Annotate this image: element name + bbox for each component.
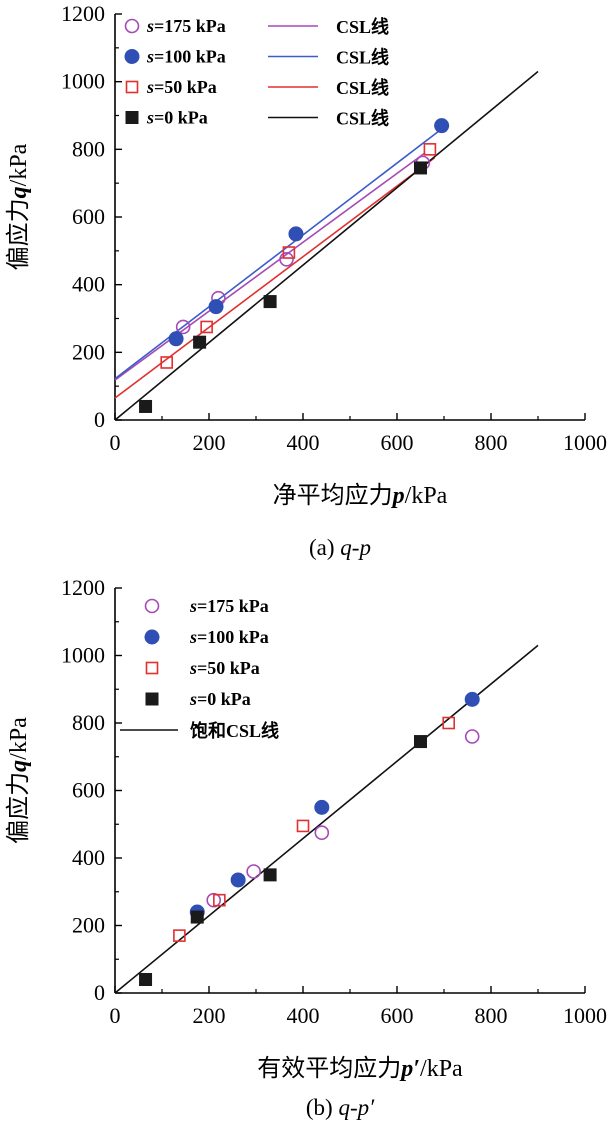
y-tick-label: 1200: [61, 575, 105, 600]
y-tick-label: 1000: [61, 643, 105, 668]
legend-marker: [124, 49, 140, 64]
data-point: [168, 331, 184, 347]
x-tick-label: 1000: [563, 430, 607, 455]
data-point: [230, 872, 246, 888]
x-tick-label: 1000: [563, 1003, 607, 1028]
data-point: [314, 825, 330, 840]
data-point: [175, 319, 191, 335]
data-point: [296, 819, 310, 833]
x-tick-label: 800: [475, 430, 508, 455]
data-point: [414, 161, 427, 175]
data-point: [246, 864, 261, 879]
csl-line-2: [114, 157, 436, 399]
legend-marker: [144, 629, 160, 645]
data-point: [206, 892, 221, 908]
data-point: [139, 973, 153, 986]
x-tick-label: 0: [110, 430, 121, 455]
data-point: [190, 910, 204, 924]
y-tick-label: 800: [72, 710, 105, 735]
legend-marker: [125, 80, 139, 94]
legend-label: 饱和CSL线: [190, 720, 279, 741]
data-point: [279, 251, 294, 267]
x-tick-label: 600: [381, 1003, 414, 1028]
legend-label: s=175 kPa: [189, 596, 269, 616]
legend-label: s=50 kPa: [189, 658, 260, 678]
legend-label: s=0 kPa: [146, 108, 208, 128]
y-tick-label: 1200: [61, 1, 105, 26]
data-point: [193, 335, 207, 349]
legend-marker: [125, 111, 139, 124]
x-axis-title: 净平均应力p/kPa: [273, 482, 448, 509]
data-point: [200, 320, 213, 334]
data-point: [434, 118, 450, 134]
legend-label: s=100 kPa: [189, 627, 269, 647]
legend-marker: [145, 692, 159, 706]
chart-panel-b: 0 200 400 600 800 1000 1200 0 200 400 600 800 1000 有效…: [5, 575, 607, 1120]
data-point: [263, 868, 277, 882]
x-tick-label: 200: [193, 430, 226, 455]
legend-label: s=50 kPa: [146, 77, 217, 97]
legend-label: CSL线: [336, 47, 389, 68]
data-point: [423, 143, 437, 156]
data-point: [213, 893, 226, 907]
x-tick-label: 0: [110, 1003, 121, 1028]
data-point: [139, 399, 153, 413]
legend-label: s=175 kPa: [146, 16, 226, 36]
x-axis-title: 有效平均应力p′/kPa: [257, 1055, 463, 1082]
data-point: [464, 729, 480, 744]
chart-panel-a: 0 200 400 600 800 1000 1200 0 200 400 600 800 1000 净平…: [5, 1, 607, 560]
y-tick-label: 600: [72, 778, 105, 803]
legend-label: s=0 kPa: [189, 689, 251, 709]
legend-marker: [144, 598, 160, 614]
y-tick-label: 400: [72, 272, 105, 297]
x-tick-label: 400: [287, 1003, 320, 1028]
legend-label: s=100 kPa: [146, 47, 226, 67]
data-point: [414, 735, 427, 749]
data-point: [208, 299, 224, 315]
figure-caption: (a) q-p: [309, 535, 371, 560]
csl-line-3: [114, 70, 539, 421]
data-point: [160, 356, 173, 369]
y-axis-title: 偏应力q/kPa: [5, 143, 32, 270]
figure-caption: (b) q-p′: [306, 1095, 375, 1120]
legend: s=175 kPa s=100 kPa s=50 kPa s=0 kPa 饱和CSL线: [120, 596, 279, 741]
legend-marker: [145, 661, 159, 675]
data-point: [282, 246, 296, 259]
y-tick-label: 0: [94, 980, 105, 1005]
csl-line-0: [114, 152, 426, 381]
data-point: [442, 716, 456, 730]
y-axis-title: 偏应力q/kPa: [5, 717, 32, 844]
x-tick-label: 200: [193, 1003, 226, 1028]
x-tick-label: 400: [287, 430, 320, 455]
y-tick-label: 0: [94, 407, 105, 432]
data-point: [314, 799, 330, 815]
y-tick-label: 200: [72, 913, 105, 938]
legend: s=175 kPa s=100 kPa s=50 kPa s=0 kPa CSL线 CSL…: [124, 16, 389, 129]
y-tick-label: 800: [72, 136, 105, 161]
y-tick-label: 200: [72, 339, 105, 364]
legend-label: CSL线: [336, 77, 389, 98]
data-point: [263, 295, 277, 309]
y-tick-label: 600: [72, 204, 105, 229]
legend-label: CSL线: [336, 108, 389, 129]
legend-label: CSL线: [336, 16, 389, 37]
data-point: [464, 691, 480, 707]
x-tick-label: 800: [475, 1003, 508, 1028]
csl-line-1: [114, 130, 440, 380]
y-tick-label: 400: [72, 845, 105, 870]
data-point: [173, 929, 186, 942]
legend-marker: [124, 18, 140, 34]
data-point: [288, 226, 304, 242]
x-tick-label: 600: [381, 430, 414, 455]
y-tick-label: 1000: [61, 69, 105, 94]
